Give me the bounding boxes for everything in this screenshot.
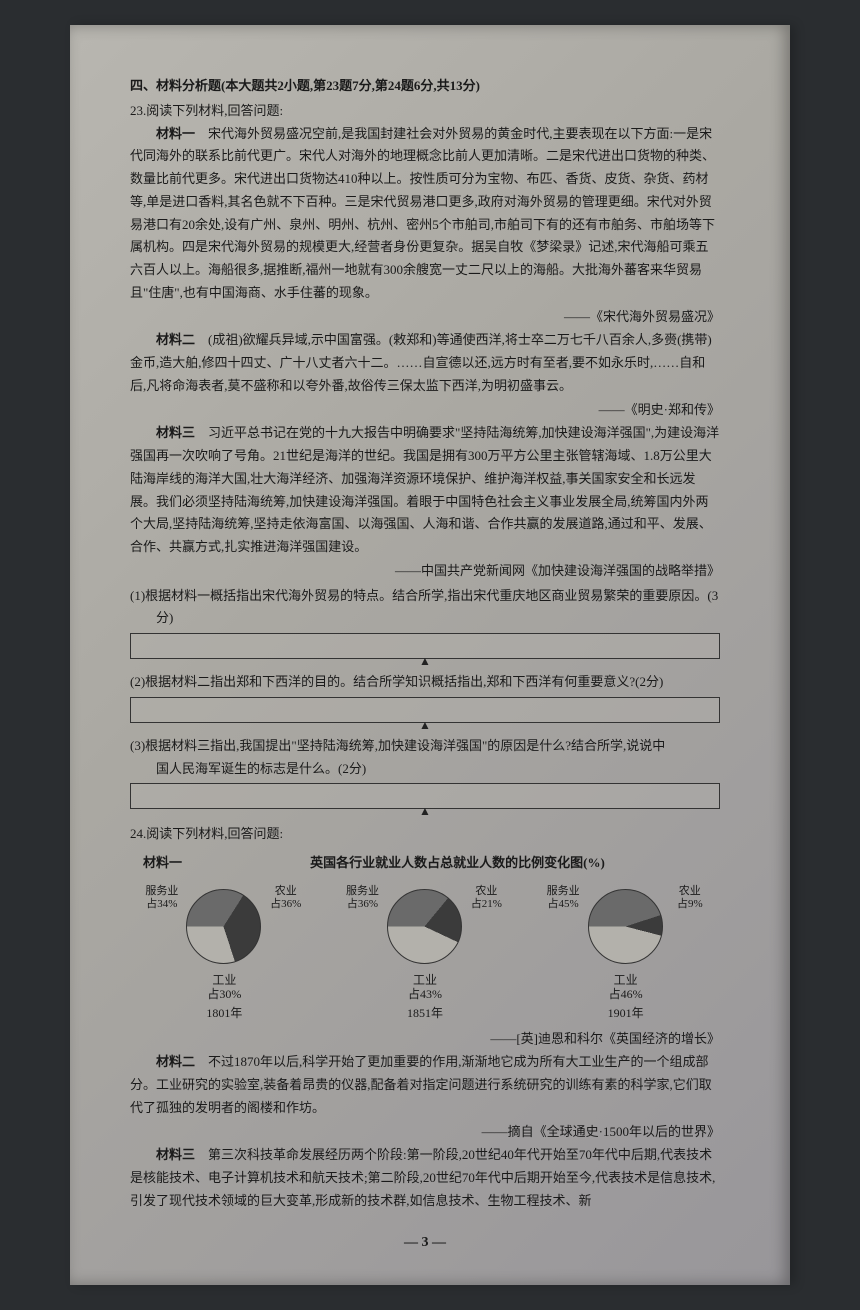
pie-chart: 服务业占34%农业占36%工业占30%1801年: [149, 883, 299, 1024]
pie-label-service: 服务业占45%: [547, 885, 580, 911]
material-text: 习近平总书记在党的十九大报告中明确要求"坚持陆海统筹,加快建设海洋强国",为建设…: [130, 425, 719, 554]
q24-material3: 材料三 第三次科技革命发展经历两个阶段:第一阶段,20世纪40年代开始至70年代…: [130, 1144, 720, 1212]
pie-chart: 服务业占45%农业占9%工业占46%1901年: [551, 883, 701, 1024]
q24-material2: 材料二 不过1870年以后,科学开始了更加重要的作用,渐渐地它成为所有大工业生产…: [130, 1051, 720, 1119]
q24-stem: 24.阅读下列材料,回答问题:: [130, 823, 720, 846]
question-24: 24.阅读下列材料,回答问题: 材料一 英国各行业就业人数占总就业人数的比例变化…: [130, 823, 720, 1212]
q23-m3-source: ——中国共产党新闻网《加快建设海洋强国的战略举措》: [130, 560, 720, 583]
pie-label-agriculture: 农业占9%: [677, 885, 703, 911]
q23-m1-source: ——《宋代海外贸易盛况》: [130, 306, 720, 329]
material-label: 材料二: [156, 1054, 195, 1069]
pie-year-label: 1901年: [608, 1003, 644, 1024]
page-number: — 3 —: [130, 1231, 720, 1256]
q23-material2: 材料二 (成祖)欲耀兵异域,示中国富强。(敕郑和)等通使西洋,将士卒二万七千八百…: [130, 329, 720, 397]
pie-label-industry: 工业占43%: [408, 973, 442, 1002]
answer-box: [130, 633, 720, 659]
pie-label-industry: 工业占30%: [207, 973, 241, 1002]
q23-sq1: (1)根据材料一概括指出宋代海外贸易的特点。结合所学,指出宋代重庆地区商业贸易繁…: [130, 585, 720, 631]
material-label: 材料二: [156, 332, 195, 347]
material-text: 宋代海外贸易盛况空前,是我国封建社会对外贸易的黄金时代,主要表现在以下方面:一是…: [130, 126, 715, 300]
q24-chart-title: 材料一 英国各行业就业人数占总就业人数的比例变化图(%): [130, 852, 720, 875]
pie-slice-group: [588, 889, 663, 964]
pie-year-label: 1801年: [206, 1003, 242, 1024]
question-23: 23.阅读下列材料,回答问题: 材料一 宋代海外贸易盛况空前,是我国封建社会对外…: [130, 100, 720, 810]
answer-box: [130, 783, 720, 809]
section-header: 四、材料分析题(本大题共2小题,第23题7分,第24题6分,共13分): [130, 75, 720, 98]
pie-charts-row: 服务业占34% 农业占36% 工业占30%1801年 服务业占36% 农业占21% 工业占…: [130, 883, 720, 1024]
q23-material1: 材料一 宋代海外贸易盛况空前,是我国封建社会对外贸易的黄金时代,主要表现在以下方…: [130, 123, 720, 305]
q23-m2-source: ——《明史·郑和传》: [130, 399, 720, 422]
material-label: 材料一: [143, 852, 182, 875]
pie-slice-group: [387, 889, 462, 964]
material-text: 不过1870年以后,科学开始了更加重要的作用,渐渐地它成为所有大工业生产的一个组…: [130, 1054, 712, 1115]
q23-sq3-line2: 国人民海军诞生的标志是什么。(2分): [130, 758, 720, 781]
q23-material3: 材料三 习近平总书记在党的十九大报告中明确要求"坚持陆海统筹,加快建设海洋强国"…: [130, 422, 720, 559]
material-text: (成祖)欲耀兵异域,示中国富强。(敕郑和)等通使西洋,将士卒二万七千八百余人,多…: [130, 332, 712, 393]
q23-stem: 23.阅读下列材料,回答问题:: [130, 103, 283, 118]
chart-title-text: 英国各行业就业人数占总就业人数的比例变化图(%): [310, 855, 605, 870]
q23-sq3-line1: (3)根据材料三指出,我国提出"坚持陆海统筹,加快建设海洋强国"的原因是什么?结…: [130, 735, 720, 758]
q23-sq2: (2)根据材料二指出郑和下西洋的目的。结合所学知识概括指出,郑和下西洋有何重要意…: [130, 671, 720, 694]
pie-label-agriculture: 农业占36%: [270, 885, 301, 911]
pie-slice-group: [186, 889, 261, 964]
pie-label-industry: 工业占46%: [609, 973, 643, 1002]
q24-m2-source: ——摘自《全球通史·1500年以后的世界》: [130, 1121, 720, 1144]
material-label: 材料三: [156, 1147, 195, 1162]
pie-label-service: 服务业占36%: [346, 885, 379, 911]
answer-box: [130, 697, 720, 723]
pie-label-service: 服务业占34%: [145, 885, 178, 911]
material-label: 材料一: [156, 126, 195, 141]
pie-year-label: 1851年: [407, 1003, 443, 1024]
material-text: 第三次科技革命发展经历两个阶段:第一阶段,20世纪40年代开始至70年代中后期,…: [130, 1147, 715, 1208]
exam-page: 四、材料分析题(本大题共2小题,第23题7分,第24题6分,共13分) 23.阅…: [70, 25, 790, 1285]
pie-label-agriculture: 农业占21%: [471, 885, 502, 911]
material-label: 材料三: [156, 425, 195, 440]
q24-chart-source: ——[英]迪恩和科尔《英国经济的增长》: [130, 1028, 720, 1051]
pie-chart: 服务业占36%农业占21%工业占43%1851年: [350, 883, 500, 1024]
